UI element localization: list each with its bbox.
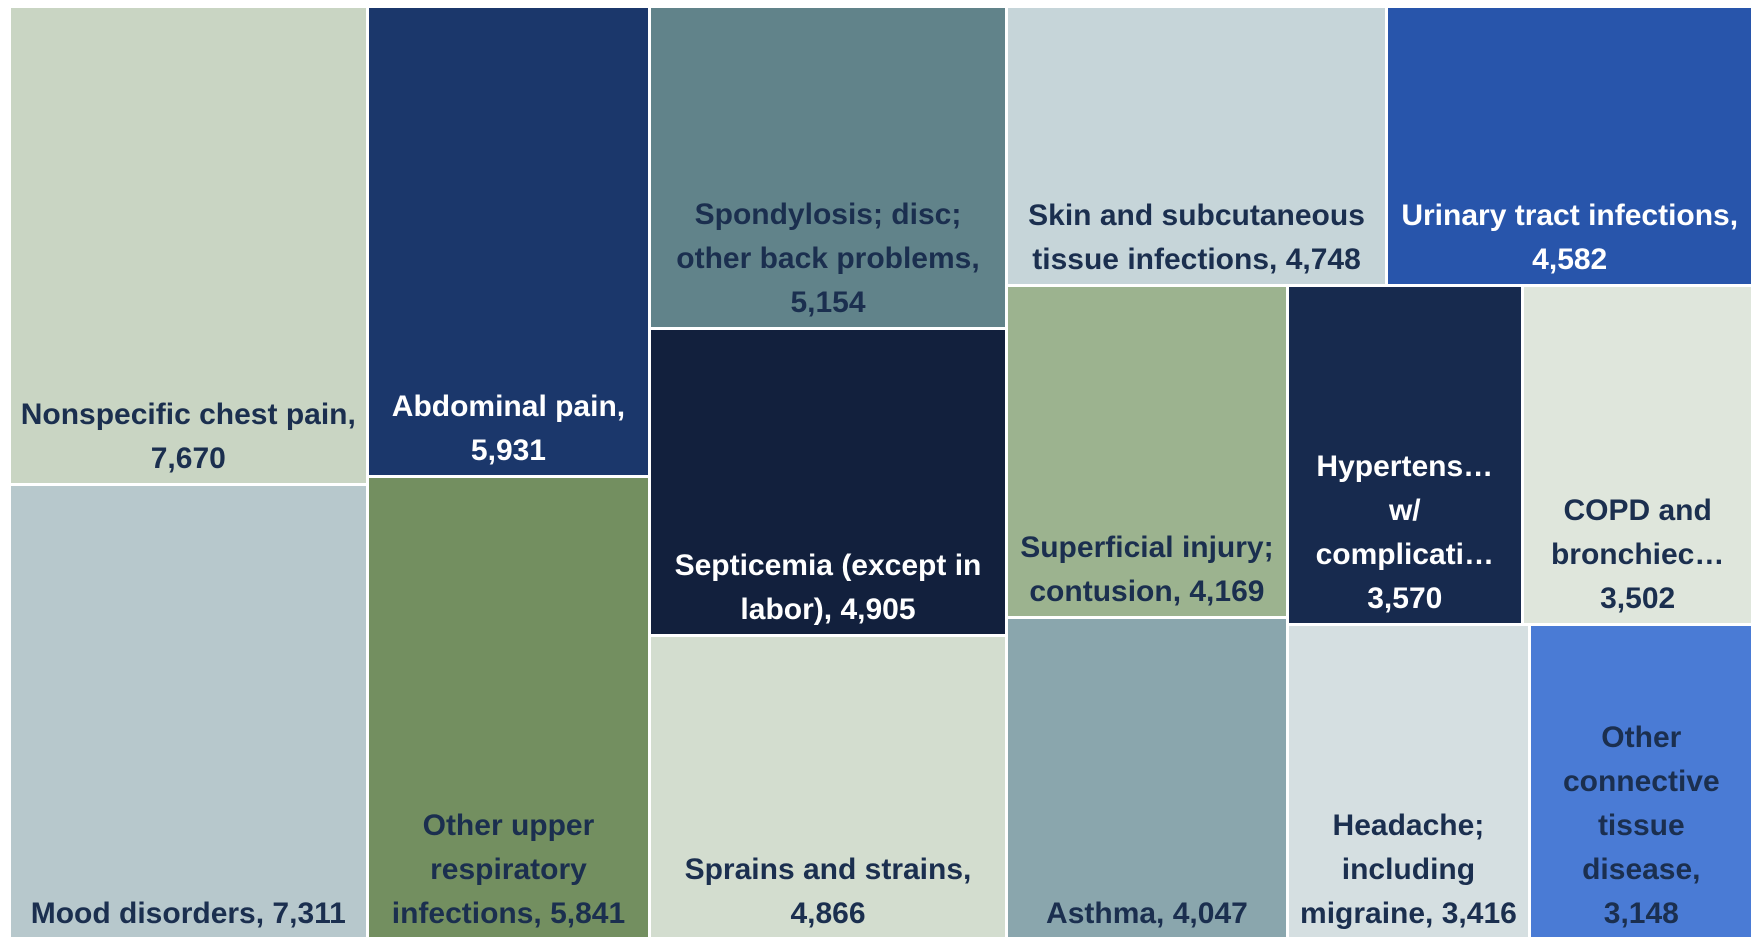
value-label: 5,841 [550, 897, 626, 931]
tile-label: Other connective tissue disease, 3,148 [1541, 716, 1741, 936]
category-label: Urinary tract infections, [1401, 198, 1739, 232]
tile: Superficial injury; contusion, 4,169 [1008, 286, 1286, 617]
tile: Mood disorders, 7,311 [10, 485, 367, 937]
category-label: Skin and subcutaneous tissue infections, [1028, 198, 1365, 276]
tile: Nonspecific chest pain, 7,670 [10, 7, 367, 483]
tile-label: Nonspecific chest pain, 7,670 [21, 393, 357, 481]
value-label: 3,416 [1441, 897, 1517, 931]
value-label: 3,148 [1603, 897, 1679, 931]
value-label: 4,582 [1532, 242, 1608, 276]
category-label: Headache; including migraine, [1300, 809, 1485, 931]
tile-label: Hypertens… w/ complicati… 3,570 [1299, 445, 1511, 621]
tile-label: Urinary tract infections, 4,582 [1398, 194, 1742, 282]
tile: Sprains and strains, 4,866 [650, 636, 1006, 937]
tile-label: Sprains and strains, 4,866 [661, 848, 995, 936]
tile-label: Mood disorders, 7,311 [21, 892, 357, 936]
value-label: 4,866 [790, 897, 866, 931]
value-label: 4,169 [1189, 575, 1265, 609]
category-label: Nonspecific chest pain, [20, 397, 356, 431]
tile-label: Skin and subcutaneous tissue infections,… [1018, 194, 1375, 282]
value-label: 3,502 [1600, 582, 1676, 616]
category-label: Abdominal pain, [391, 390, 626, 424]
category-label: Hypertens… w/ complicati… [1315, 450, 1494, 572]
category-label: COPD and bronchiec… [1550, 494, 1725, 572]
tile-label: Spondylosis; disc; other back problems, … [661, 193, 995, 325]
tile-label: Headache; including migraine, 3,416 [1299, 804, 1518, 936]
category-label: Spondylosis; disc; other back problems, [676, 198, 980, 276]
tile: Urinary tract infections, 4,582 [1387, 7, 1752, 284]
category-label: Sprains and strains, [684, 853, 972, 887]
category-label: Other upper respiratory infections, [391, 809, 595, 931]
value-label: 4,748 [1285, 242, 1361, 276]
tile-label: Septicemia (except in labor), 4,905 [661, 544, 995, 632]
tile: Asthma, 4,047 [1008, 619, 1286, 937]
tile: Abdominal pain, 5,931 [369, 7, 648, 476]
category-label: Superficial injury; contusion, [1020, 531, 1274, 609]
category-label: Septicemia (except in labor), [674, 548, 982, 626]
tile: Septicemia (except in labor), 4,905 [650, 330, 1006, 634]
value-label: 3,570 [1367, 582, 1443, 616]
tile: Skin and subcutaneous tissue infections,… [1008, 7, 1385, 284]
value-label: 4,905 [840, 592, 916, 626]
tile-label: Other upper respiratory infections, 5,84… [379, 804, 638, 936]
value-label: 5,154 [790, 286, 866, 320]
tile: Spondylosis; disc; other back problems, … [650, 7, 1006, 328]
tile: Other upper respiratory infections, 5,84… [369, 478, 648, 937]
value-label: 5,931 [470, 434, 546, 468]
tile-label: COPD and bronchiec… 3,502 [1534, 489, 1742, 621]
tile-label: Asthma, 4,047 [1018, 892, 1276, 936]
category-label: Other connective tissue disease, [1562, 721, 1720, 887]
value-label: 7,670 [150, 441, 226, 475]
tile: Other connective tissue disease, 3,148 [1531, 626, 1752, 937]
tile-label: Abdominal pain, 5,931 [379, 385, 638, 473]
value-label: 4,047 [1172, 897, 1248, 931]
tile: Headache; including migraine, 3,416 [1288, 626, 1529, 937]
tile: Hypertens… w/ complicati… 3,570 [1288, 286, 1521, 624]
value-label: 7,311 [272, 897, 346, 931]
tile-label: Superficial injury; contusion, 4,169 [1018, 526, 1276, 614]
category-label: Mood disorders, [30, 897, 265, 931]
tile: COPD and bronchiec… 3,502 [1523, 286, 1752, 624]
category-label: Asthma, [1046, 897, 1165, 931]
